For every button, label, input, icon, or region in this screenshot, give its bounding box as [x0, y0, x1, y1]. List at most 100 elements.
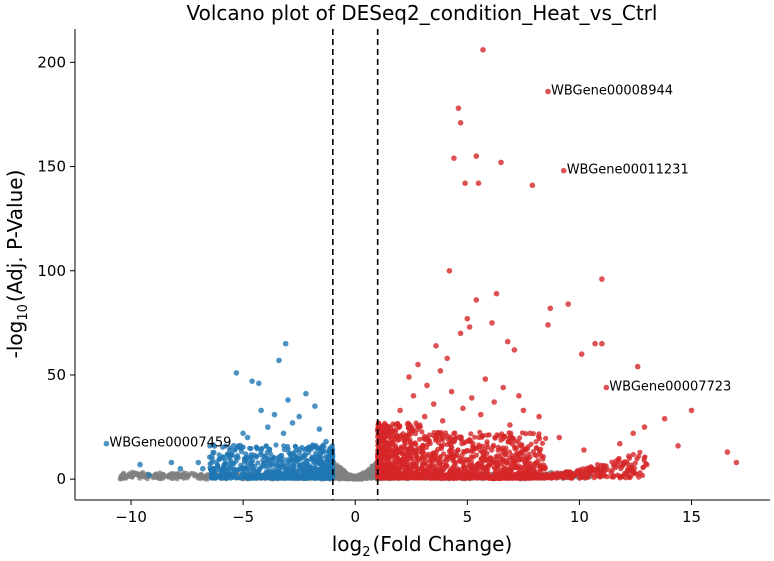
up-point [643, 461, 650, 468]
down-point [262, 453, 269, 459]
down-point [245, 460, 252, 466]
up-point [609, 459, 615, 465]
up-point [406, 374, 412, 380]
x-tick-label: −5 [232, 508, 254, 526]
up-point [379, 474, 385, 480]
up-point [490, 442, 497, 448]
ns-point [132, 470, 138, 476]
up-point [515, 439, 521, 445]
y-tick-label: 200 [37, 53, 66, 71]
down-point [216, 452, 222, 458]
ns-point [188, 471, 194, 477]
up-point [597, 471, 603, 477]
up-point [390, 432, 396, 438]
up-point [603, 384, 610, 391]
down-point [276, 357, 282, 364]
down-point [246, 475, 252, 481]
up-point [386, 424, 392, 430]
x-tick-label: −10 [115, 508, 147, 526]
down-point [227, 457, 233, 463]
up-point [508, 475, 514, 481]
ns-point [342, 471, 348, 477]
up-point [530, 449, 536, 455]
up-point [461, 448, 467, 455]
x-ticks: −10 −5 0 5 10 15 [115, 500, 701, 526]
down-point [220, 444, 226, 450]
down-point [320, 449, 327, 455]
up-point [640, 464, 646, 471]
up-point [405, 470, 411, 476]
up-point [562, 474, 568, 480]
up-point [478, 411, 484, 418]
up-point [472, 434, 478, 440]
up-point [428, 475, 434, 481]
down-point [301, 447, 307, 453]
up-point [486, 432, 492, 438]
up-point [476, 434, 482, 441]
down-point [223, 474, 229, 480]
up-point [458, 467, 464, 473]
up-point [565, 301, 571, 307]
down-point [312, 466, 318, 473]
up-point [528, 441, 534, 447]
up-point [628, 473, 634, 479]
up-point [488, 455, 494, 461]
up-point [560, 167, 567, 174]
up-point [452, 430, 458, 436]
up-point [625, 461, 631, 467]
up-point [544, 472, 550, 478]
x-axis-label: log2 (Fold Change) [332, 532, 513, 560]
down-point [225, 467, 231, 473]
up-point [579, 474, 585, 480]
plot-area: WBGene00008944 WBGene00011231 WBGene000077… [103, 29, 740, 500]
ns-point [195, 473, 202, 479]
down-point [211, 474, 217, 480]
up-point [502, 433, 508, 439]
down-point [209, 453, 215, 460]
down-point [240, 470, 246, 476]
up-point [489, 320, 495, 326]
down-point [226, 447, 233, 453]
down-point [303, 390, 309, 397]
y-tick-label: 150 [37, 158, 66, 176]
down-point [305, 471, 311, 477]
down-point [249, 463, 255, 469]
down-point [280, 430, 287, 437]
up-point [619, 464, 625, 470]
up-point [469, 395, 475, 401]
up-point [413, 464, 419, 470]
up-point [506, 430, 512, 436]
up-point [397, 407, 403, 414]
up-point [438, 464, 444, 470]
down-point [266, 471, 272, 477]
down-point [289, 464, 295, 470]
down-point [317, 470, 323, 476]
ns-point [336, 473, 342, 479]
up-point [381, 445, 388, 451]
up-point [522, 446, 529, 452]
up-point [482, 455, 488, 461]
down-point [293, 447, 299, 453]
down-point [324, 457, 330, 463]
up-point [460, 405, 466, 412]
up-point [462, 180, 468, 186]
up-point [595, 465, 601, 471]
up-point [473, 452, 479, 458]
down-point [208, 467, 214, 473]
down-point [253, 454, 259, 460]
up-point [433, 449, 439, 455]
up-point [408, 454, 414, 460]
up-point [443, 430, 449, 436]
ns-point [160, 471, 166, 477]
up-point [466, 472, 472, 478]
up-point [410, 428, 416, 434]
up-point [525, 455, 531, 461]
up-point [675, 443, 681, 449]
up-point [480, 47, 486, 53]
up-point [599, 340, 605, 347]
down-point [266, 467, 272, 473]
chart-title: Volcano plot of DESeq2_condition_Heat_vs… [187, 1, 658, 25]
up-point [448, 452, 454, 459]
up-point [539, 475, 545, 481]
